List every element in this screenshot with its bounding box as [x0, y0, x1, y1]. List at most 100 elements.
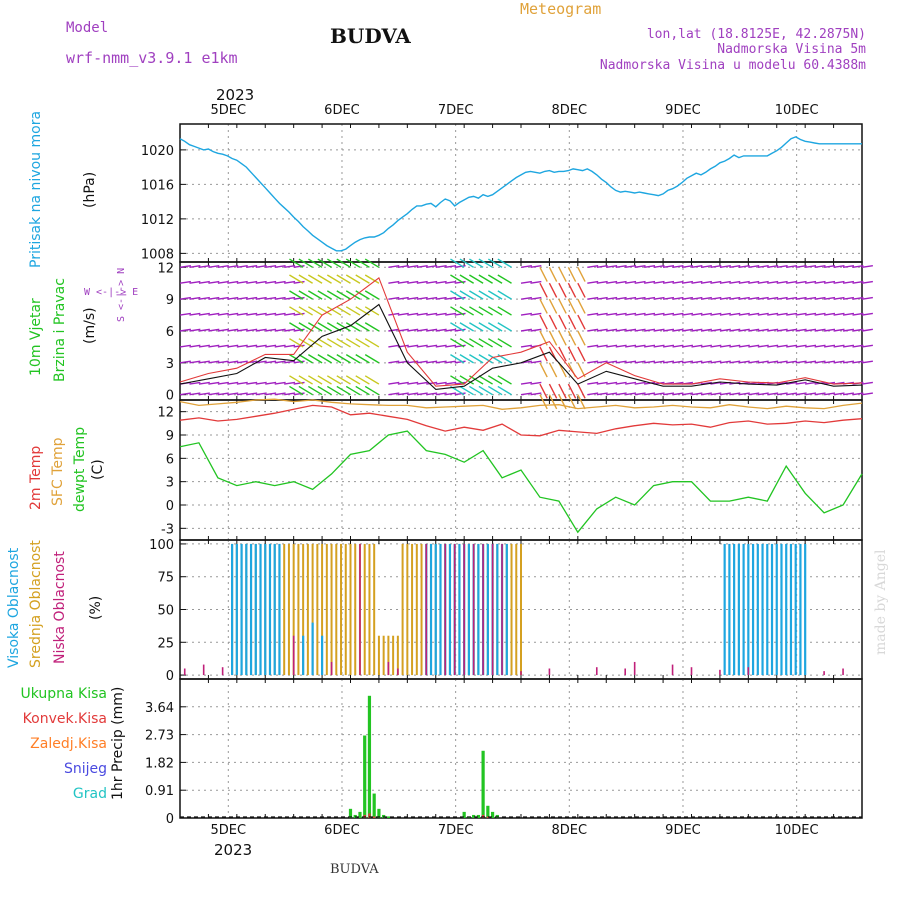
wind-barb: [450, 274, 465, 284]
wind-barb: [644, 264, 656, 268]
wind-barb: [567, 298, 577, 314]
high-cloud-bar: [230, 543, 234, 676]
wind-barb: [435, 296, 447, 300]
wind-barb: [236, 344, 248, 348]
wind-barb: [236, 328, 248, 332]
precip-conv-label: Konvek.Kisa: [22, 711, 107, 727]
year-bottom: 2023: [214, 841, 253, 859]
wind-barb: [842, 296, 855, 300]
wind-barb: [776, 392, 788, 396]
wind-barb: [293, 296, 305, 300]
wind-barb: [469, 306, 484, 316]
wind-barb: [336, 306, 351, 316]
wind-barb: [625, 360, 637, 364]
wind-barb: [653, 344, 665, 348]
wind-barb: [824, 344, 836, 348]
mid-cloud-bar: [396, 635, 399, 676]
wind-barb: [776, 344, 788, 348]
wind-barb: [748, 264, 760, 268]
low-cloud-bar: [491, 543, 494, 676]
wind-barb: [478, 306, 493, 316]
compass-ew: W <-|-> E: [84, 287, 139, 298]
wind-barb: [426, 381, 438, 385]
wind-barb: [308, 375, 323, 385]
wind-barb: [814, 344, 826, 348]
wind-barb: [719, 328, 731, 332]
wind-barb: [478, 375, 493, 385]
wind-barb: [710, 360, 722, 364]
wind-barb: [748, 296, 760, 300]
wind-barb: [336, 274, 351, 284]
low-cloud-bar: [482, 543, 484, 676]
wind-barb: [861, 381, 873, 385]
high-cloud-bar: [756, 543, 759, 676]
wind-barb: [255, 264, 267, 268]
wind-barb: [776, 296, 788, 300]
wind-barb: [814, 360, 826, 364]
wind-barb: [435, 280, 447, 284]
wind-barb: [767, 296, 779, 300]
wind-barb: [388, 296, 400, 300]
wind-barb: [487, 375, 503, 385]
wind-barb: [757, 296, 769, 300]
mid-cloud-bar: [283, 543, 286, 676]
y-tick-label: 1008: [141, 247, 174, 262]
wind-barb: [805, 392, 817, 396]
wind-barb: [861, 344, 873, 348]
wind-barb: [298, 375, 313, 385]
wind-barb: [308, 322, 323, 332]
wind-barb: [805, 360, 817, 364]
wind-barb: [293, 392, 305, 396]
wind-barb: [615, 360, 627, 364]
high-cloud-bar: [268, 543, 272, 676]
wind-barb: [672, 344, 684, 348]
high-cloud-bar: [477, 543, 480, 676]
temp2m-line: [179, 404, 863, 437]
wind-speed-line: [179, 303, 863, 390]
wind-barb: [397, 381, 409, 385]
dewpt-line: [179, 430, 863, 534]
wind-barb: [293, 360, 305, 364]
wind-barb: [539, 266, 548, 282]
day-label-top: 5DEC: [211, 103, 247, 118]
wind-barb: [255, 381, 267, 385]
wind-barb: [786, 296, 798, 300]
low-cloud-bar: [548, 668, 551, 676]
y-tick-label: 12: [157, 261, 174, 276]
panel-frame: [179, 678, 863, 819]
wind-barb: [719, 392, 731, 396]
wind-barb: [805, 381, 817, 385]
wind-barb: [729, 360, 741, 364]
wind-barb: [805, 296, 817, 300]
wind-barb: [284, 344, 296, 348]
wind-barb: [681, 264, 694, 268]
wind-barb: [450, 306, 465, 316]
wind-barb: [814, 312, 826, 316]
wind-barb: [317, 385, 332, 396]
wind-barb: [558, 282, 567, 298]
wind-barb: [293, 381, 305, 385]
wind-barb: [255, 344, 267, 348]
wind-barb: [236, 264, 248, 268]
wind-barb: [388, 381, 400, 385]
wind-barb: [824, 328, 836, 332]
wind-barb: [407, 296, 419, 300]
high-cloud-bar: [240, 543, 243, 676]
wind-barb: [317, 290, 332, 300]
wind-barb: [454, 280, 466, 284]
wind-barb: [833, 264, 845, 268]
wind-barb: [606, 344, 618, 348]
wind-barb: [805, 328, 817, 332]
wind-barb: [487, 353, 503, 364]
wind-barb: [776, 328, 788, 332]
mid-cloud-bar: [406, 543, 409, 676]
wind-barb: [208, 360, 220, 364]
wind-barb: [729, 264, 741, 268]
wind-barb: [615, 312, 627, 316]
wind-barb: [459, 258, 474, 268]
wind-barb: [397, 392, 409, 396]
wind-barb: [719, 264, 731, 268]
wind-barb: [625, 280, 637, 284]
mid-cloud-bar: [335, 543, 338, 676]
wind-barb: [757, 280, 769, 284]
